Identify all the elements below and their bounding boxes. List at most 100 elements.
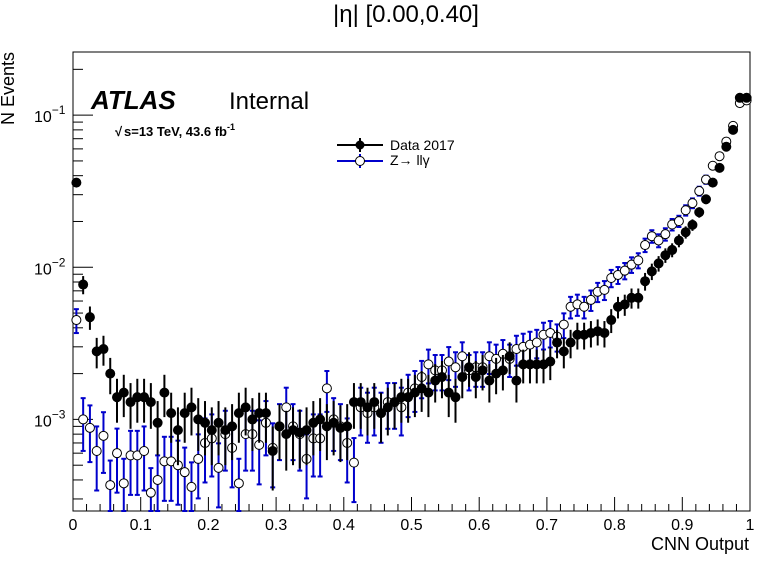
data-point: [565, 337, 576, 348]
data-point: [700, 194, 711, 205]
sqrt-symbol: √: [115, 124, 123, 139]
x-tick-label: 0.3: [265, 517, 287, 534]
mc-point: [179, 467, 190, 478]
data-point: [342, 421, 353, 432]
data-point: [227, 421, 238, 432]
data-point: [240, 402, 251, 413]
y-tick-base: 10: [34, 413, 52, 430]
data-point: [687, 219, 698, 230]
data-point: [464, 362, 475, 373]
energy-label-sup: -1: [227, 122, 235, 132]
data-point: [450, 392, 461, 403]
legend: Data 2017 Z→ llγ: [337, 137, 455, 168]
internal-label: Internal: [229, 88, 309, 115]
mc-point: [281, 402, 292, 413]
data-point: [667, 244, 678, 255]
mc-point: [348, 457, 359, 468]
y-tick-label: 10−2: [34, 255, 66, 278]
energy-label: s=13 TeV, 43.6 fb-1: [124, 122, 235, 139]
mc-point: [599, 284, 610, 295]
mc-point: [98, 430, 109, 441]
data-point: [511, 375, 522, 386]
mc-point: [680, 205, 691, 216]
data-point: [139, 392, 150, 403]
data-point: [145, 397, 156, 408]
mc-point: [118, 478, 129, 489]
data-point: [728, 124, 739, 135]
mc-point: [71, 315, 82, 326]
data-point: [213, 417, 224, 428]
mc-point: [105, 480, 116, 491]
data-point: [599, 327, 610, 338]
mc-point: [585, 294, 596, 305]
x-tick-label: 0.1: [130, 517, 152, 534]
legend-data-marker: [355, 140, 365, 150]
data-point: [545, 356, 556, 367]
data-point: [206, 425, 217, 436]
data-point: [619, 299, 630, 310]
x-tick-label: 0.9: [671, 517, 693, 534]
data-point: [673, 235, 684, 246]
data-point: [382, 402, 393, 413]
data-point: [71, 177, 82, 188]
data-point: [315, 414, 326, 425]
data-point: [707, 177, 718, 188]
data-point: [98, 344, 109, 355]
data-point: [436, 371, 447, 382]
data-point: [741, 92, 752, 103]
series-data-2017: [71, 92, 752, 491]
mc-point: [660, 229, 671, 240]
data-point: [660, 250, 671, 261]
y-tick-base: 10: [34, 261, 52, 278]
x-tick-label: 0.7: [536, 517, 558, 534]
mc-point: [450, 362, 461, 373]
data-marks: [71, 92, 752, 512]
data-point: [504, 351, 515, 362]
mc-point: [78, 414, 89, 425]
mc-point: [694, 186, 705, 197]
data-point: [497, 365, 508, 376]
data-point: [105, 368, 116, 379]
data-point: [606, 315, 617, 326]
data-point: [328, 417, 339, 428]
mc-point: [321, 383, 332, 394]
legend-data-label: Data 2017: [390, 137, 455, 153]
x-tick-label: 0.4: [333, 517, 355, 534]
x-tick-label: 0.6: [468, 517, 490, 534]
data-point: [78, 279, 89, 290]
x-tick-label: 0.2: [197, 517, 219, 534]
data-point: [179, 408, 190, 419]
data-point: [172, 425, 183, 436]
chart-title: |η| [0.00,0.40]: [333, 1, 479, 28]
data-point: [423, 387, 434, 398]
energy-label-main: s=13 TeV, 43.6 fb: [124, 124, 227, 139]
mc-point: [640, 240, 651, 251]
data-point: [694, 207, 705, 218]
x-tick-label: 0: [69, 517, 78, 534]
data-point: [166, 408, 177, 419]
data-point: [186, 402, 197, 413]
data-point: [267, 445, 278, 456]
legend-mc-marker: [355, 156, 365, 166]
data-point: [477, 365, 488, 376]
data-point: [470, 371, 481, 382]
data-point: [484, 375, 495, 386]
y-tick-label: 10−3: [34, 407, 66, 430]
data-point: [274, 421, 285, 432]
legend-mc-label: Z→ llγ: [390, 152, 430, 168]
mc-point: [152, 474, 163, 485]
data-point: [301, 425, 312, 436]
y-tick-base: 10: [34, 109, 52, 126]
data-point: [457, 371, 468, 382]
x-tick-label: 0.5: [400, 517, 422, 534]
data-point: [633, 292, 644, 303]
mc-point: [233, 478, 244, 489]
data-point: [355, 397, 366, 408]
data-point: [552, 337, 563, 348]
mc-point: [619, 265, 630, 276]
mc-point: [423, 359, 434, 370]
x-tick-label: 1: [746, 517, 755, 534]
data-point: [403, 392, 414, 403]
axis-ticks: 0 0.1 0.2 0.3 0.4 0.5 0.6 0.7 0.8 0.9 110−310−210−…: [34, 68, 755, 534]
x-axis-label: CNN Output: [651, 534, 749, 554]
